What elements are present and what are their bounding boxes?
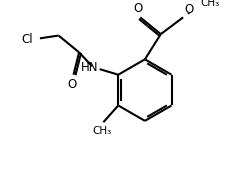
Text: O: O [133, 2, 142, 14]
Text: O: O [67, 78, 76, 91]
Text: O: O [183, 3, 193, 16]
Text: Cl: Cl [22, 33, 33, 46]
Text: CH₃: CH₃ [92, 126, 112, 136]
Text: CH₃: CH₃ [200, 0, 219, 8]
Text: HN: HN [81, 61, 98, 74]
